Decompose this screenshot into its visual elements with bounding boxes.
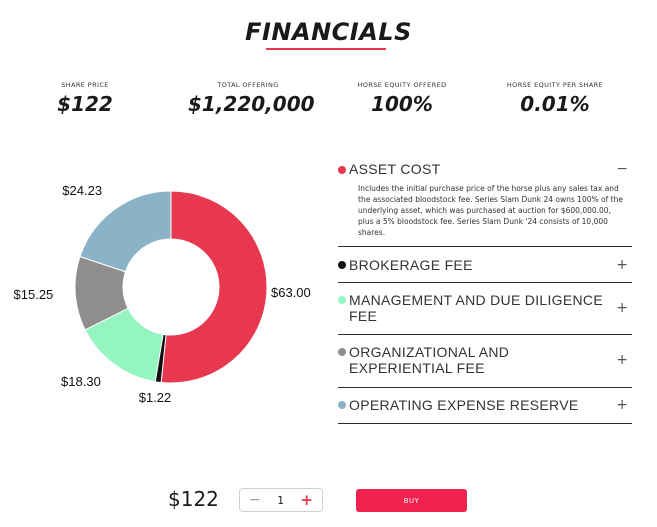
slice-label-operating-reserve: $24.23	[62, 183, 102, 198]
accordion-item-asset-cost[interactable]: ASSET COST − Includes the initial purcha…	[338, 156, 632, 247]
legend-dot	[338, 166, 346, 174]
purchase-price: $122	[168, 487, 219, 511]
donut-slice-asset-cost[interactable]	[160, 190, 268, 384]
accordion-item-organizational-fee[interactable]: ORGANIZATIONAL AND EXPERIENTIAL FEE +	[338, 335, 632, 388]
slice-label-asset-cost: $63.00	[271, 285, 311, 300]
buy-button[interactable]: BUY	[356, 489, 467, 512]
stat-value: $1,220,000	[188, 92, 315, 116]
stat-label: TOTAL OFFERING	[217, 81, 279, 89]
accordion-header[interactable]: MANAGEMENT AND DUE DILIGENCE FEE +	[338, 292, 632, 324]
stat-label: HORSE EQUITY PER SHARE	[506, 81, 604, 89]
decrement-button[interactable]: −	[249, 492, 261, 508]
legend-dot	[338, 296, 346, 304]
accordion-title: ORGANIZATIONAL AND EXPERIENTIAL FEE	[349, 344, 510, 376]
stat-horse-equity-offered: HORSE EQUITY OFFERED 100%	[350, 81, 454, 116]
stat-value: 100%	[371, 92, 433, 116]
stat-total-offering: TOTAL OFFERING $1,220,000	[188, 81, 315, 116]
expand-icon[interactable]: +	[616, 397, 628, 413]
accordion-title: BROKERAGE FEE	[349, 257, 473, 273]
accordion-item-operating-reserve[interactable]: OPERATING EXPENSE RESERVE +	[338, 388, 632, 424]
accordion-body: Includes the initial purchase price of t…	[358, 184, 623, 237]
fee-accordion: ASSET COST − Includes the initial purcha…	[338, 156, 632, 424]
legend-dot	[338, 348, 346, 356]
title-underline	[266, 48, 386, 50]
expand-icon[interactable]: +	[616, 300, 628, 316]
accordion-title: MANAGEMENT AND DUE DILIGENCE FEE	[349, 292, 603, 324]
stat-label: SHARE PRICE	[61, 81, 109, 89]
accordion-item-brokerage-fee[interactable]: BROKERAGE FEE +	[338, 247, 632, 283]
accordion-header[interactable]: ORGANIZATIONAL AND EXPERIENTIAL FEE +	[338, 344, 632, 376]
donut-slice-operating-reserve[interactable]	[79, 190, 172, 273]
slice-label-organizational-fee: $15.25	[14, 287, 54, 302]
accordion-header[interactable]: OPERATING EXPENSE RESERVE +	[338, 397, 632, 413]
stat-share-price: SHARE PRICE $122	[50, 81, 120, 116]
accordion-title: ASSET COST	[349, 161, 441, 177]
accordion-item-management-fee[interactable]: MANAGEMENT AND DUE DILIGENCE FEE +	[338, 283, 632, 335]
increment-button[interactable]: +	[300, 491, 313, 509]
accordion-header[interactable]: ASSET COST −	[338, 161, 632, 177]
stat-horse-equity-per-share: HORSE EQUITY PER SHARE 0.01%	[500, 81, 610, 116]
section-title: FINANCIALS	[245, 18, 412, 46]
quantity-value[interactable]: 1	[277, 493, 285, 507]
stat-label: HORSE EQUITY OFFERED	[357, 81, 447, 89]
collapse-icon[interactable]: −	[616, 161, 628, 177]
slice-label-brokerage-fee: $1.22	[139, 390, 172, 405]
legend-dot	[338, 401, 346, 409]
donut-chart: $63.00 $1.22 $18.30 $15.25 $24.23	[14, 183, 311, 405]
accordion-header[interactable]: BROKERAGE FEE +	[338, 257, 632, 273]
expand-icon[interactable]: +	[616, 257, 628, 273]
stat-value: 0.01%	[520, 92, 590, 116]
expand-icon[interactable]: +	[616, 352, 628, 368]
legend-dot	[338, 261, 346, 269]
accordion-title: OPERATING EXPENSE RESERVE	[349, 397, 579, 413]
slice-label-management-fee: $18.30	[61, 374, 101, 389]
quantity-stepper[interactable]: − 1 +	[239, 488, 323, 512]
stat-value: $122	[57, 92, 113, 116]
